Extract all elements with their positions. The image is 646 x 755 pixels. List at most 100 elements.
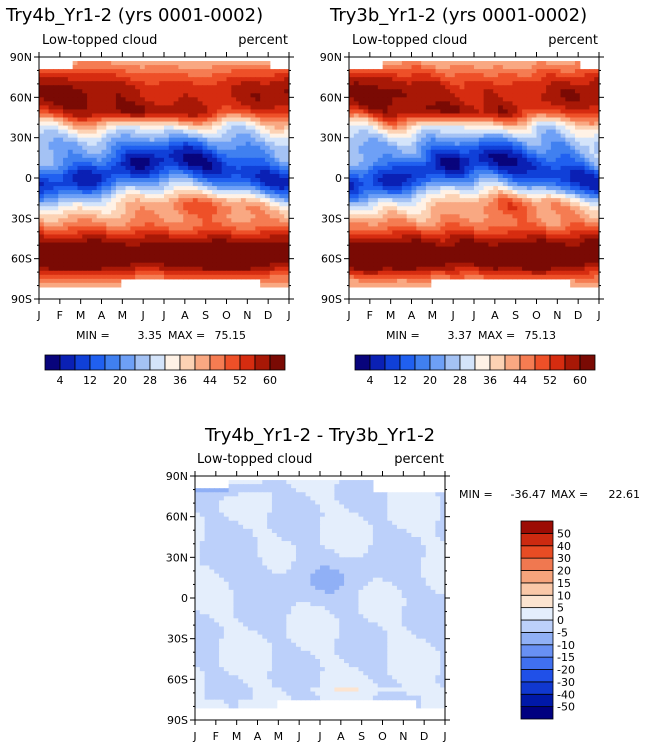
field-cell xyxy=(130,210,135,215)
colorbar-swatch xyxy=(45,355,60,370)
field-cell xyxy=(150,146,155,151)
field-cell xyxy=(479,146,484,151)
field-cell xyxy=(445,134,450,139)
field-cell xyxy=(431,122,436,127)
field-cell xyxy=(92,218,97,223)
field-cell xyxy=(378,77,383,82)
field-cell xyxy=(270,154,275,159)
field-cell xyxy=(407,85,412,90)
field-cell xyxy=(227,186,232,191)
field-cell xyxy=(484,162,489,167)
field-cell xyxy=(92,142,97,147)
field-cell xyxy=(227,222,232,227)
field-cell xyxy=(198,146,203,151)
field-cell xyxy=(188,122,193,127)
field-cell xyxy=(561,109,566,114)
field-cell xyxy=(279,230,284,235)
field-cell xyxy=(58,230,63,235)
field-cell xyxy=(561,122,566,127)
field-cell xyxy=(580,130,585,135)
field-cell xyxy=(130,154,135,159)
field-cell xyxy=(255,146,260,151)
field-cell xyxy=(479,198,484,203)
field-cell xyxy=(387,154,392,159)
field-cell xyxy=(421,126,426,131)
field-cell xyxy=(508,126,513,131)
field-cell xyxy=(121,210,126,215)
field-cell xyxy=(92,69,97,74)
field-cell xyxy=(188,190,193,195)
field-cell xyxy=(159,210,164,215)
field-cell xyxy=(145,251,150,256)
field-cell xyxy=(460,113,465,118)
field-cell xyxy=(164,218,169,223)
field-cell xyxy=(82,138,87,143)
field-cell xyxy=(387,73,392,78)
field-cell xyxy=(455,61,460,66)
field-cell xyxy=(188,81,193,86)
field-cell xyxy=(135,162,140,167)
field-cell xyxy=(426,170,431,175)
field-cell xyxy=(102,158,107,163)
field-cell xyxy=(193,222,198,227)
field-cell xyxy=(121,170,126,175)
field-cell xyxy=(255,85,260,90)
field-cell xyxy=(479,77,484,82)
field-cell xyxy=(87,283,92,288)
field-cell xyxy=(49,122,54,127)
field-cell xyxy=(251,113,256,118)
field-cell xyxy=(402,170,407,175)
field-cell xyxy=(82,267,87,272)
field-cell xyxy=(421,73,426,78)
field-cell xyxy=(537,93,542,98)
field-cell xyxy=(169,73,174,78)
field-cell xyxy=(87,154,92,159)
field-cell xyxy=(585,93,590,98)
field-cell xyxy=(145,118,150,123)
field-cell xyxy=(164,202,169,207)
field-cell xyxy=(58,234,63,239)
field-cell xyxy=(150,251,155,256)
field-cell xyxy=(193,130,198,135)
field-cell xyxy=(174,255,179,260)
field-cell xyxy=(159,126,164,131)
field-cell xyxy=(589,162,594,167)
field-cell xyxy=(527,202,532,207)
field-cell xyxy=(532,154,537,159)
field-cell xyxy=(421,170,426,175)
field-cell xyxy=(116,105,121,110)
field-cell xyxy=(217,85,222,90)
field-cell xyxy=(275,138,280,143)
field-cell xyxy=(493,130,498,135)
field-cell xyxy=(275,198,280,203)
field-cell xyxy=(436,81,441,86)
field-cell xyxy=(178,65,183,70)
field-cell xyxy=(68,109,73,114)
field-cell xyxy=(265,65,270,70)
field-cell xyxy=(150,93,155,98)
field-cell xyxy=(368,73,373,78)
field-cell xyxy=(464,202,469,207)
field-cell xyxy=(169,178,174,183)
field-cell xyxy=(575,113,580,118)
field-cell xyxy=(479,105,484,110)
field-cell xyxy=(275,210,280,215)
field-cell xyxy=(207,210,212,215)
field-cell xyxy=(508,146,513,151)
field-cell xyxy=(63,283,68,288)
field-cell xyxy=(92,166,97,171)
field-cell xyxy=(431,65,436,70)
field-cell xyxy=(270,97,275,102)
field-cell xyxy=(159,206,164,211)
field-cell xyxy=(106,279,111,284)
field-cell xyxy=(479,150,484,155)
field-cell xyxy=(368,109,373,114)
field-cell xyxy=(354,194,359,199)
field-cell xyxy=(397,89,402,94)
field-cell xyxy=(575,186,580,191)
field-cell xyxy=(53,73,58,78)
field-cell xyxy=(359,218,364,223)
field-cell xyxy=(455,162,460,167)
field-cell xyxy=(421,146,426,151)
field-cell xyxy=(589,105,594,110)
